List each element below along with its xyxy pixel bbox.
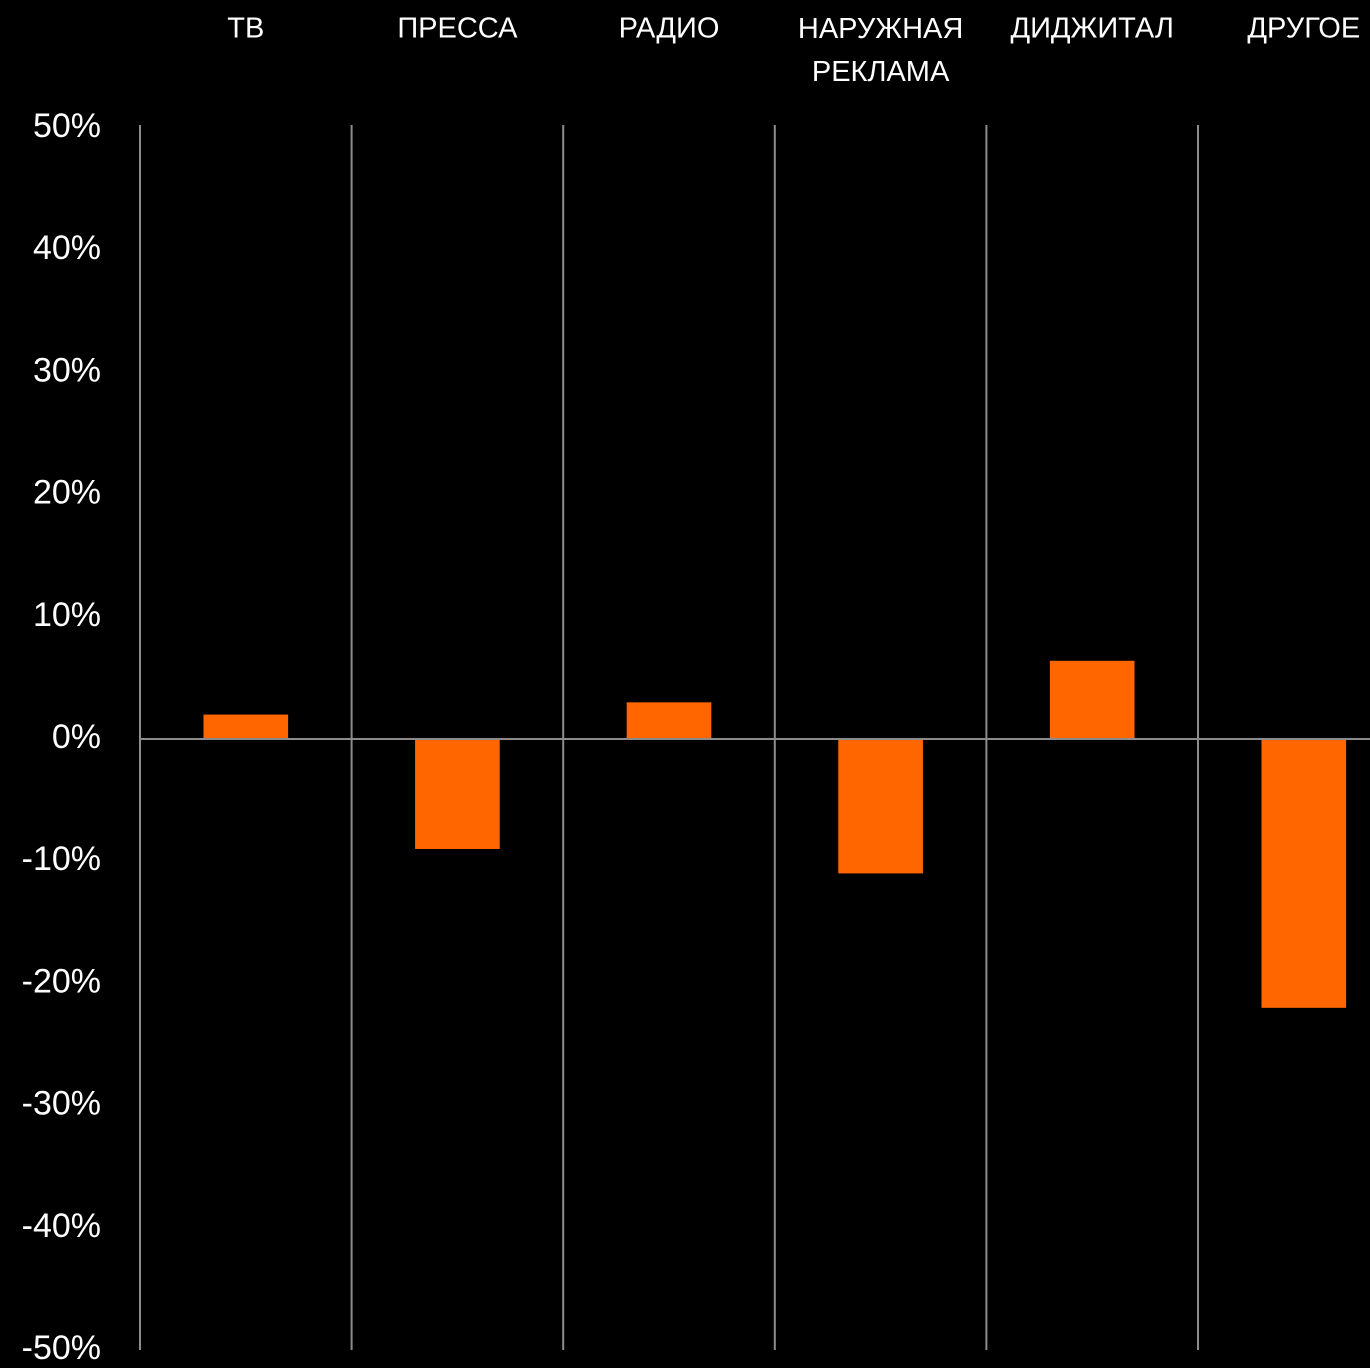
bar [1049,660,1135,739]
y-tick-label: -40% [22,1207,101,1245]
y-tick-label: -10% [22,840,101,878]
bar [626,702,712,739]
y-tick-label: -20% [22,962,101,1000]
y-tick-label: -30% [22,1085,101,1123]
y-tick-label: -50% [22,1329,101,1367]
bar [838,739,923,874]
y-tick-label: 50% [33,107,101,145]
y-tick-label: 20% [33,474,101,512]
x-tick-label: НАРУЖНАЯ РЕКЛАМА [798,13,963,88]
x-tick-label: ТВ [227,13,264,45]
bar [415,739,500,849]
x-tick-label: ПРЕССА [397,13,518,45]
y-tick-label: 40% [33,229,101,267]
y-tick-label: 0% [52,718,101,756]
x-tick-label: РАДИО [619,13,720,45]
bar [1261,739,1347,1008]
x-tick-label: ДРУГОЕ [1247,13,1360,45]
y-tick-label: 30% [33,351,101,389]
y-tick-label: 10% [33,596,101,634]
x-tick-label: ДИДЖИТАЛ [1010,13,1174,45]
bar [203,714,289,739]
